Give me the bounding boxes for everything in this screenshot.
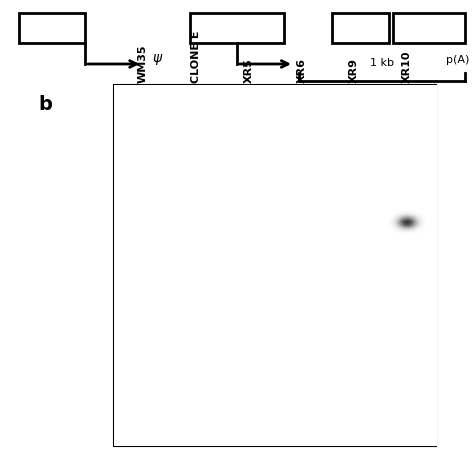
Bar	[19, 13, 85, 43]
Text: XR9: XR9	[349, 58, 359, 83]
Bar	[190, 13, 284, 43]
Text: XR5: XR5	[244, 58, 254, 83]
Text: b: b	[38, 95, 52, 114]
Text: XR6: XR6	[296, 58, 306, 83]
Text: 1 kb: 1 kb	[370, 58, 393, 68]
Text: WM35: WM35	[138, 45, 148, 83]
Text: $\psi$: $\psi$	[152, 52, 163, 67]
Text: XR10: XR10	[402, 50, 412, 83]
Text: CLONE E: CLONE E	[191, 30, 201, 83]
Text: p(A): p(A)	[446, 55, 469, 65]
Bar	[332, 13, 389, 43]
Bar	[393, 13, 465, 43]
